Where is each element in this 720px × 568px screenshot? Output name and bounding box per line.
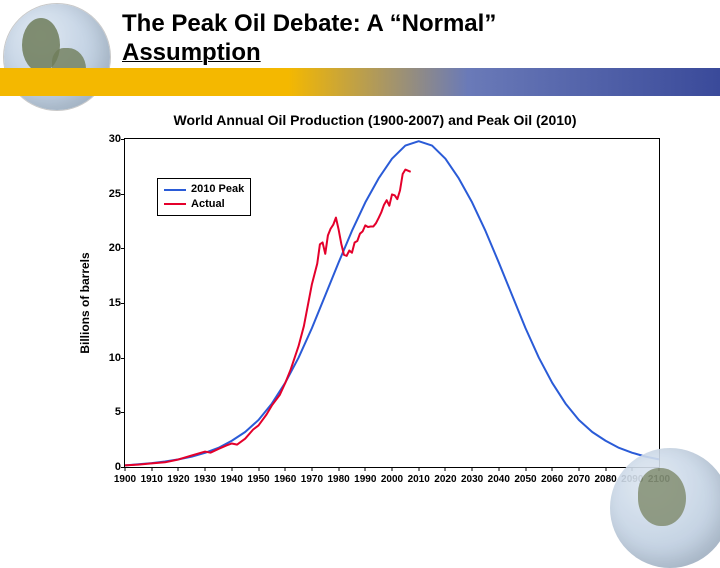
xtick-label: 2000: [381, 474, 403, 485]
slide-title-line2: Assumption: [122, 39, 261, 66]
ytick-label: 20: [93, 242, 121, 254]
chart-container: World Annual Oil Production (1900-2007) …: [80, 112, 670, 522]
slide-title: The Peak Oil Debate: A “Normal” Assumpti…: [122, 10, 682, 68]
xtick-label: 2060: [541, 474, 563, 485]
globe-icon-bottom-right: [610, 448, 720, 568]
chart-legend: 2010 PeakActual: [157, 178, 251, 216]
xtick-mark: [311, 467, 312, 471]
xtick-label: 2020: [434, 474, 456, 485]
xtick-label: 1900: [114, 474, 136, 485]
xtick-mark: [338, 467, 339, 471]
xtick-label: 1980: [327, 474, 349, 485]
xtick-label: 1930: [194, 474, 216, 485]
xtick-label: 2010: [408, 474, 430, 485]
ytick-label: 25: [93, 188, 121, 200]
ytick-mark: [121, 139, 125, 140]
xtick-label: 1940: [221, 474, 243, 485]
xtick-label: 1920: [167, 474, 189, 485]
xtick-label: 1970: [301, 474, 323, 485]
ytick-label: 5: [93, 406, 121, 418]
xtick-mark: [205, 467, 206, 471]
legend-swatch: [164, 203, 186, 205]
ytick-label: 30: [93, 133, 121, 145]
xtick-label: 2030: [461, 474, 483, 485]
ytick-mark: [121, 303, 125, 304]
legend-label: Actual: [191, 197, 225, 211]
xtick-mark: [231, 467, 232, 471]
ytick-mark: [121, 194, 125, 195]
ytick-mark: [121, 358, 125, 359]
xtick-label: 1960: [274, 474, 296, 485]
ytick-mark: [121, 412, 125, 413]
xtick-mark: [151, 467, 152, 471]
chart-ylabel: Billions of barrels: [78, 252, 92, 353]
legend-label: 2010 Peak: [191, 182, 244, 196]
slide-title-line1: The Peak Oil Debate: A “Normal”: [122, 10, 496, 37]
chart-title: World Annual Oil Production (1900-2007) …: [80, 112, 670, 128]
xtick-label: 1950: [247, 474, 269, 485]
xtick-mark: [472, 467, 473, 471]
xtick-mark: [392, 467, 393, 471]
xtick-mark: [258, 467, 259, 471]
xtick-mark: [578, 467, 579, 471]
xtick-mark: [498, 467, 499, 471]
xtick-label: 2050: [514, 474, 536, 485]
legend-swatch: [164, 189, 186, 191]
ytick-label: 0: [93, 461, 121, 473]
ytick-label: 15: [93, 297, 121, 309]
xtick-mark: [125, 467, 126, 471]
xtick-mark: [418, 467, 419, 471]
chart-plot-area: Billions of barrels 2010 PeakActual 0510…: [124, 138, 660, 468]
xtick-mark: [445, 467, 446, 471]
legend-item: Actual: [164, 197, 244, 211]
ytick-label: 10: [93, 352, 121, 364]
xtick-label: 1910: [141, 474, 163, 485]
legend-item: 2010 Peak: [164, 182, 244, 196]
xtick-mark: [525, 467, 526, 471]
ytick-mark: [121, 248, 125, 249]
xtick-mark: [285, 467, 286, 471]
xtick-label: 2070: [568, 474, 590, 485]
xtick-label: 2040: [488, 474, 510, 485]
xtick-mark: [552, 467, 553, 471]
xtick-mark: [365, 467, 366, 471]
xtick-mark: [178, 467, 179, 471]
xtick-label: 1990: [354, 474, 376, 485]
xtick-label: 2080: [594, 474, 616, 485]
xtick-mark: [605, 467, 606, 471]
header-accent-band: [0, 68, 720, 96]
